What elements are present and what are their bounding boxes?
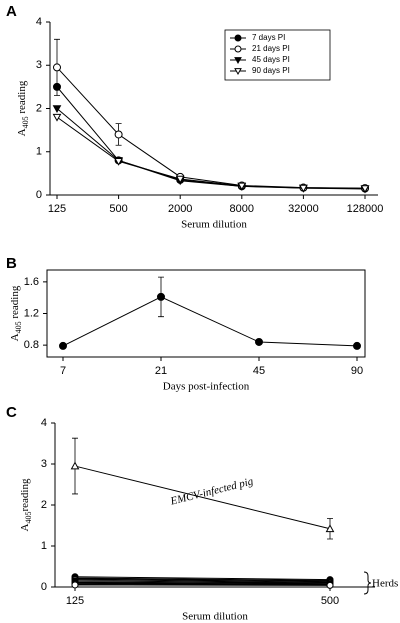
y-axis-label-part: reading [16, 80, 28, 116]
marker [71, 581, 79, 589]
y-tick-label: 3 [36, 59, 42, 71]
series-line [56, 116, 366, 190]
y-axis-label-part: 405 [14, 321, 23, 333]
series-line [74, 581, 331, 584]
y-tick-label: 4 [41, 417, 47, 429]
legend-marker [234, 68, 242, 76]
y-axis-label-part: A [9, 333, 21, 341]
x-tick-label: 500 [109, 203, 127, 215]
x-tick-label: 7 [60, 365, 66, 377]
marker [353, 341, 361, 350]
x-tick-label: 125 [48, 203, 66, 215]
marker [299, 184, 308, 193]
y-tick-label: 2 [41, 499, 47, 511]
panel-letter: A [6, 3, 17, 20]
marker [175, 175, 185, 184]
series-line [62, 296, 358, 347]
annotation: Herds 1 - 10 [372, 578, 400, 590]
x-axis-label: Days post-infection [163, 381, 250, 393]
y-axis-label: A405 reading [9, 285, 24, 341]
series-line [56, 86, 366, 190]
y-axis-label-part: 405 [24, 512, 33, 524]
herd-brace [363, 571, 372, 595]
y-tick-label: 1 [41, 540, 47, 552]
panel-letter: C [6, 404, 17, 421]
series-line [74, 579, 331, 583]
x-tick-label: 32000 [288, 203, 319, 215]
x-tick-label: 8000 [230, 203, 254, 215]
series-line [56, 67, 366, 189]
y-axis-label-part: A [19, 523, 31, 531]
marker [53, 63, 61, 72]
marker [59, 341, 67, 350]
x-tick-label: 90 [351, 365, 363, 377]
y-axis-label-part: reading [9, 285, 21, 321]
y-tick-label: 1.2 [24, 307, 39, 319]
y-axis-label-part: reading [19, 478, 31, 511]
legend-marker [234, 57, 242, 65]
legend-marker [234, 34, 242, 42]
marker [157, 292, 165, 301]
marker [70, 461, 80, 470]
series-line [74, 580, 331, 584]
x-axis-label: Serum dilution [182, 611, 248, 623]
series-line [74, 465, 331, 530]
marker [255, 337, 263, 346]
series-line [74, 577, 331, 581]
marker [237, 182, 247, 191]
x-tick-label: 21 [155, 365, 167, 377]
y-tick-label: 1 [36, 146, 42, 158]
marker [52, 105, 62, 114]
y-tick-label: 3 [41, 458, 47, 470]
marker [114, 130, 123, 139]
y-tick-label: 0.8 [24, 339, 39, 351]
x-tick-label: 45 [253, 365, 265, 377]
marker [114, 157, 123, 166]
y-axis-label-part: A [16, 128, 28, 136]
y-tick-label: 2 [36, 102, 42, 114]
x-tick-label: 125 [66, 595, 84, 607]
y-tick-label: 4 [36, 16, 42, 28]
legend-marker [234, 45, 242, 53]
x-tick-label: 128000 [347, 203, 384, 215]
legend-label: 45 days PI [252, 55, 290, 64]
y-axis-label-part: 405 [21, 116, 30, 128]
y-tick-label: 0 [41, 581, 47, 593]
marker [326, 581, 334, 589]
x-axis-label: Serum dilution [181, 219, 247, 231]
marker [360, 185, 370, 194]
legend-label: 90 days PI [252, 66, 290, 75]
x-tick-label: 2000 [168, 203, 192, 215]
series-line [56, 108, 366, 190]
legend-label: 21 days PI [252, 44, 290, 53]
x-tick-label: 500 [321, 595, 339, 607]
y-axis-label: A405reading [19, 478, 34, 531]
y-tick-label: 0 [36, 189, 42, 201]
y-axis-label: A405 reading [16, 80, 31, 136]
panel-letter: B [6, 255, 17, 272]
annotation: EMCV-infected pig [168, 475, 254, 507]
series-line [74, 576, 331, 581]
marker [325, 524, 335, 533]
series-line [74, 578, 331, 582]
marker [52, 113, 62, 122]
legend-label: 7 days PI [252, 33, 285, 42]
y-tick-label: 1.6 [24, 276, 39, 288]
